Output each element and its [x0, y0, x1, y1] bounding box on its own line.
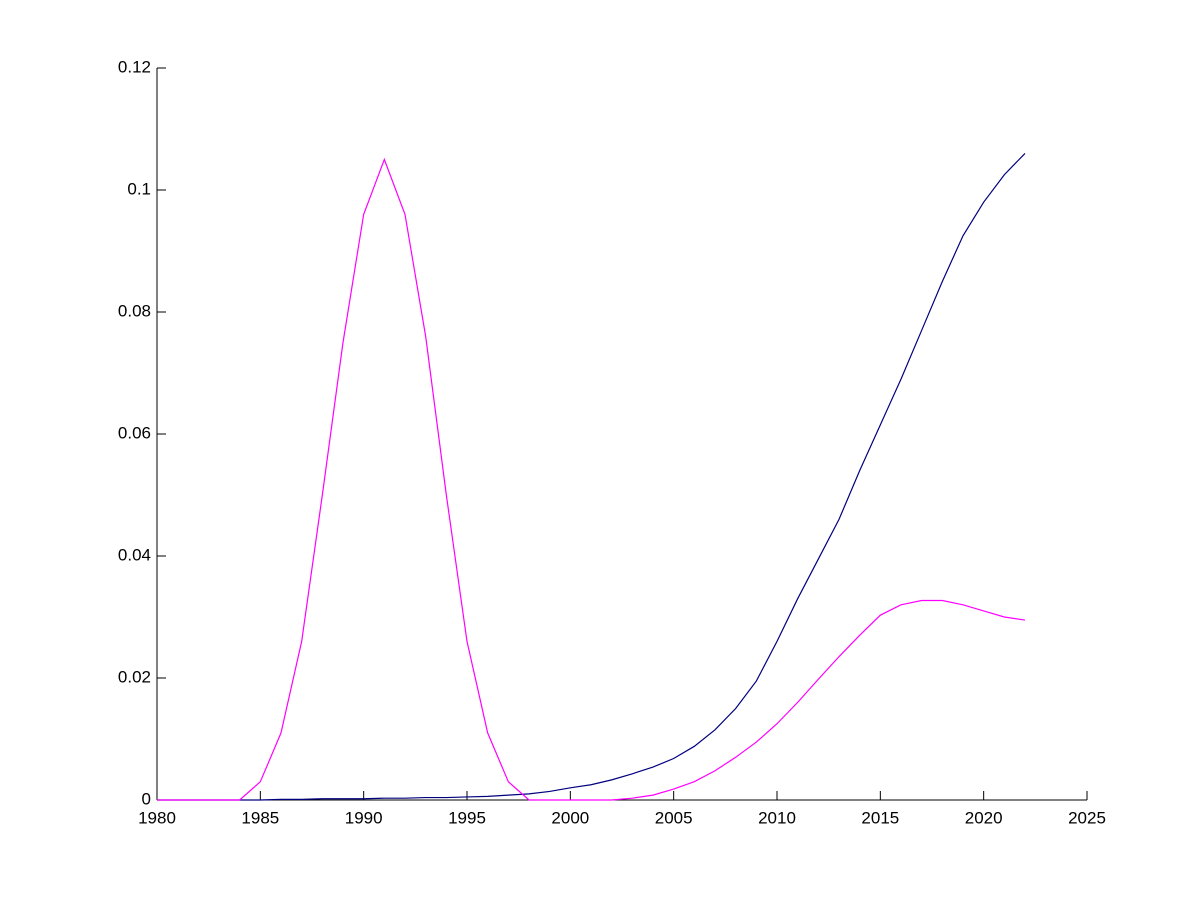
x-tick-label: 2010 [758, 808, 796, 827]
x-tick-label: 2025 [1068, 808, 1106, 827]
x-tick-label: 2005 [655, 808, 693, 827]
y-tick-label: 0.12 [118, 57, 151, 76]
data-line [157, 152, 1026, 801]
y-tick-label: 0.04 [118, 545, 151, 564]
x-tick-label: 2020 [965, 808, 1003, 827]
x-tick-label: 1990 [345, 808, 383, 827]
x-tick-label: 2015 [861, 808, 899, 827]
x-tick-label: 2000 [551, 808, 589, 827]
x-tick-label: 1980 [138, 808, 176, 827]
y-tick-label: 0.1 [127, 179, 151, 198]
y-tick-label: 0.02 [118, 667, 151, 686]
x-tick-label: 1985 [241, 808, 279, 827]
data-line [157, 157, 1026, 801]
y-tick-label: 0.06 [118, 423, 151, 442]
x-tick-label: 1995 [448, 808, 486, 827]
y-tick-label: 0 [142, 789, 151, 808]
y-tick-label: 0.08 [118, 301, 151, 320]
